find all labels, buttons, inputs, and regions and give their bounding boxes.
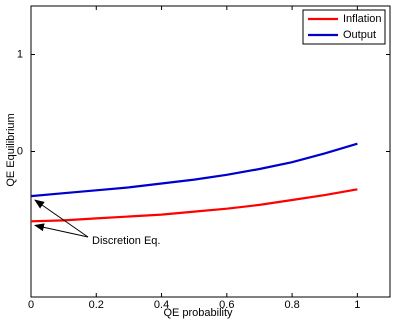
x-tick-label: 0.8 bbox=[284, 299, 299, 311]
x-tick-label: 0.2 bbox=[89, 299, 104, 311]
y-tick-label: 0 bbox=[17, 145, 23, 157]
x-tick-label: 0.4 bbox=[154, 299, 169, 311]
series-line bbox=[30, 142, 358, 198]
legend-label: Output bbox=[343, 29, 376, 41]
y-axis-label: QE Equilibrium bbox=[5, 113, 17, 186]
annotation: Discretion Eq. bbox=[92, 235, 160, 247]
legend-label: Inflation bbox=[343, 13, 382, 25]
annotation-arrow bbox=[34, 223, 89, 238]
x-tick-label: 0.6 bbox=[219, 299, 234, 311]
x-tick-label: 1 bbox=[354, 299, 360, 311]
plot-area bbox=[30, 5, 391, 298]
annotation-arrow bbox=[34, 199, 89, 238]
y-tick-label: 1 bbox=[17, 48, 23, 60]
x-axis-label: QE probability bbox=[163, 307, 233, 319]
x-tick-label: 0 bbox=[28, 299, 34, 311]
series-line bbox=[30, 188, 358, 223]
legend-box bbox=[302, 9, 386, 45]
